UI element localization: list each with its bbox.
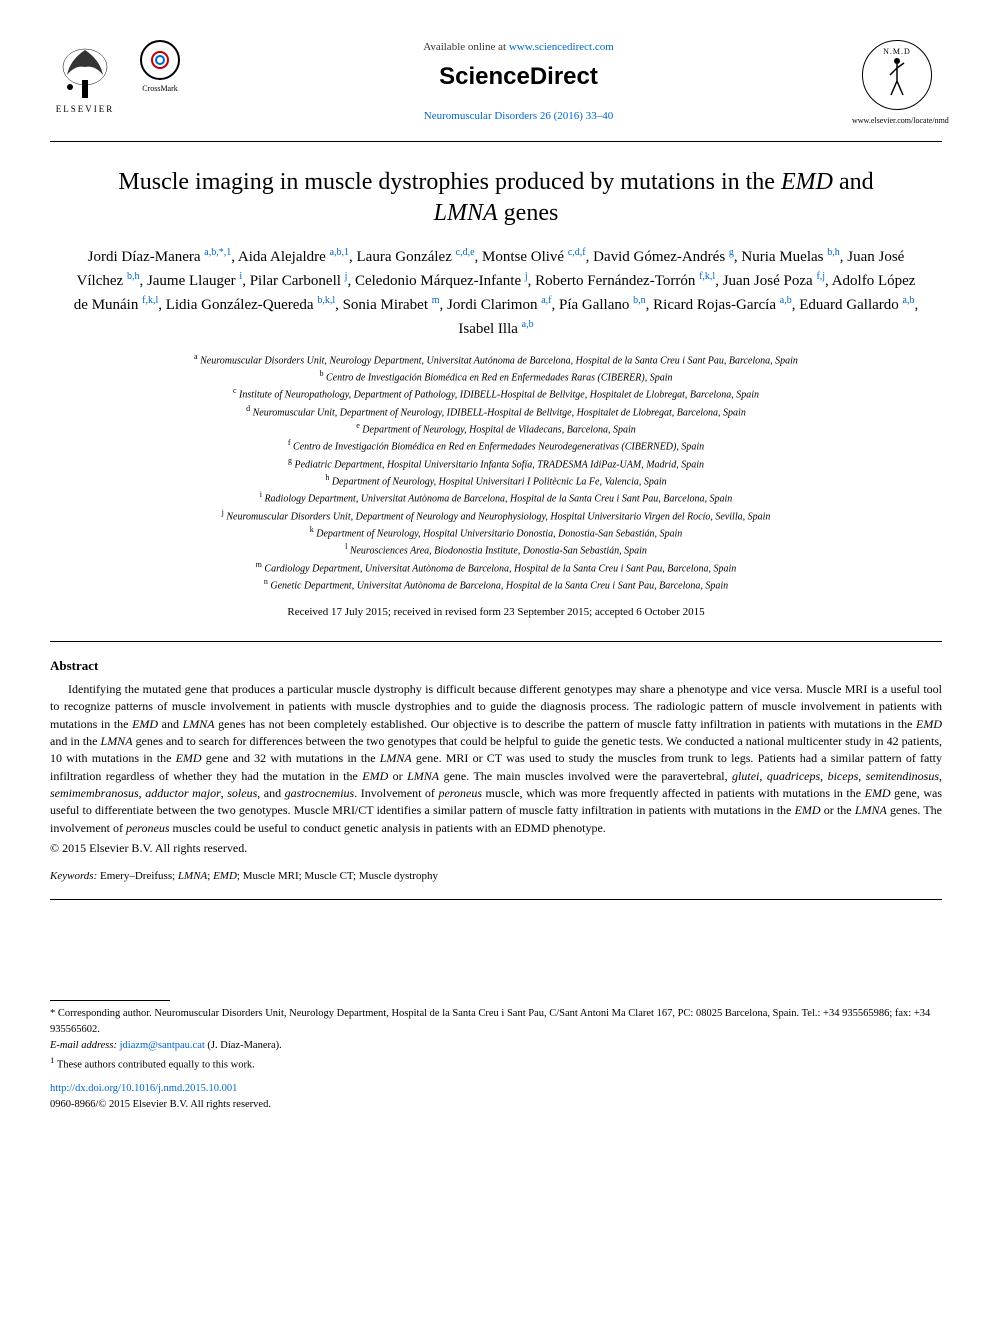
footer: * Corresponding author. Neuromuscular Di… [50,1000,942,1112]
crossmark-label: CrossMark [142,83,178,94]
authors-list: Jordi Díaz-Manera a,b,*,1, Aida Alejaldr… [70,245,922,341]
footnote-rule [50,1000,170,1001]
affiliations-list: a Neuromuscular Disorders Unit, Neurolog… [70,351,922,594]
elsevier-tree-icon [55,45,115,100]
title-mid: and [833,169,874,195]
elsevier-logo: ELSEVIER [50,40,120,120]
available-prefix: Available online at [423,41,509,53]
title-post: genes [498,200,559,226]
nmd-figure-icon [882,53,912,98]
abstract-heading: Abstract [50,657,942,675]
email-line: E-mail address: jdiazm@santpau.cat (J. D… [50,1038,942,1054]
nmd-logo: N.M.D www.elsevier.com/locate/nmd [852,40,942,126]
article-title: Muscle imaging in muscle dystrophies pro… [90,167,902,229]
equal-text: These authors contributed equally to thi… [57,1059,255,1070]
divider [50,899,942,900]
equal-contribution: 1 These authors contributed equally to t… [50,1054,942,1073]
center-header: Available online at www.sciencedirect.co… [185,40,852,124]
keywords-values: Emery–Dreifuss; LMNA; EMD; Muscle MRI; M… [100,870,438,882]
nmd-acronym: N.M.D [883,46,911,57]
nmd-url[interactable]: www.elsevier.com/locate/nmd [852,115,942,126]
nmd-circle-icon: N.M.D [862,40,932,110]
elsevier-label: ELSEVIER [56,103,115,116]
crossmark-icon [140,40,180,80]
title-gene1: EMD [781,169,833,195]
divider [50,641,942,642]
title-pre: Muscle imaging in muscle dystrophies pro… [118,169,781,195]
article-dates: Received 17 July 2015; received in revis… [50,605,942,620]
sciencedirect-url-link[interactable]: www.sciencedirect.com [509,41,614,53]
header: ELSEVIER CrossMark Available online at w… [50,40,942,142]
email-label: E-mail address: [50,1040,117,1051]
email-suffix: (J. Díaz-Manera). [207,1040,281,1051]
issn-copyright: 0960-8966/© 2015 Elsevier B.V. All right… [50,1097,942,1113]
keywords: Keywords: Emery–Dreifuss; LMNA; EMD; Mus… [50,869,942,884]
journal-reference[interactable]: Neuromuscular Disorders 26 (2016) 33–40 [424,109,613,124]
keywords-label: Keywords: [50,870,97,882]
copyright-line: © 2015 Elsevier B.V. All rights reserved… [50,840,942,857]
email-link[interactable]: jdiazm@santpau.cat [120,1040,205,1051]
sciencedirect-logo: ScienceDirect [439,60,598,94]
abstract-text: Identifying the mutated gene that produc… [50,681,942,838]
available-online: Available online at www.sciencedirect.co… [423,40,614,55]
doi-link[interactable]: http://dx.doi.org/10.1016/j.nmd.2015.10.… [50,1081,942,1097]
title-gene2: LMNA [434,200,498,226]
crossmark-logo[interactable]: CrossMark [135,40,185,100]
doi-url[interactable]: http://dx.doi.org/10.1016/j.nmd.2015.10.… [50,1083,237,1094]
corresponding-author: * Corresponding author. Neuromuscular Di… [50,1006,942,1038]
